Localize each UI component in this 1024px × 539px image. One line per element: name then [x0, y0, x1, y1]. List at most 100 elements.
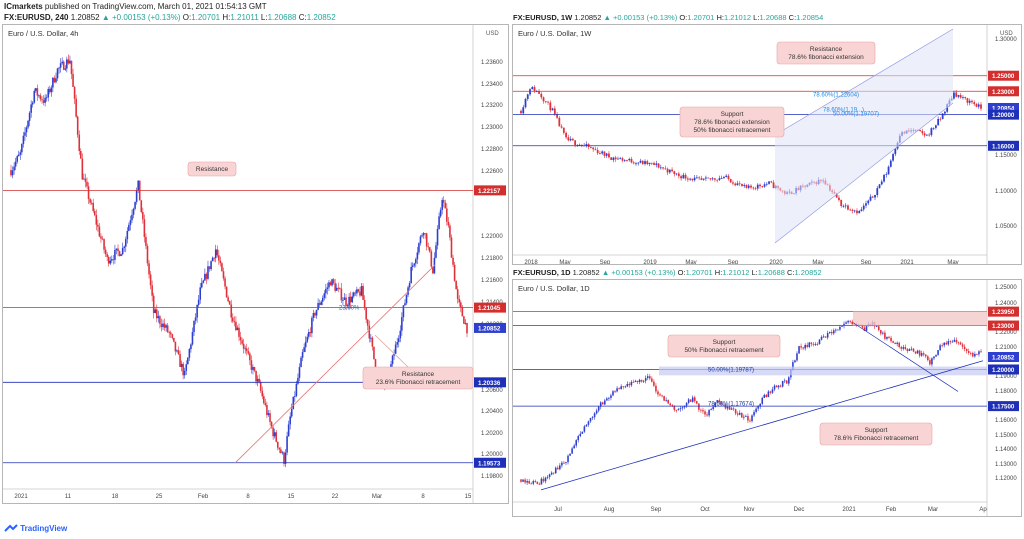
candle-body	[526, 94, 529, 99]
candle-body	[76, 116, 79, 135]
candle-body	[270, 421, 273, 428]
candle-body	[973, 102, 976, 105]
candle-body	[693, 177, 696, 181]
candle-body	[861, 324, 864, 328]
x-tick-label: 8	[421, 494, 425, 500]
candle-body	[573, 445, 575, 449]
candle-body	[959, 95, 962, 98]
candle-body	[977, 104, 980, 107]
x-tick-label: 25	[156, 494, 163, 500]
y-tick-label: 1.19000	[995, 374, 1017, 380]
x-tick-label: Mar	[928, 507, 938, 513]
candle-body	[908, 349, 911, 351]
y-tick-label: 1.25000	[995, 285, 1017, 291]
candle-body	[534, 481, 537, 482]
candle-body	[89, 199, 91, 203]
candle-body	[143, 219, 146, 238]
candle-body	[599, 402, 602, 407]
publisher-name[interactable]: ICmarkets	[4, 2, 43, 11]
candle-body	[630, 158, 633, 163]
candle-body	[273, 432, 276, 437]
fib-level-label: 78.60%(1.22604)	[813, 92, 859, 98]
last-price-weekly: 1.20852	[574, 13, 602, 22]
candle-body	[673, 406, 676, 410]
candle-body	[280, 449, 282, 454]
x-tick-label: Feb	[198, 494, 209, 500]
price-tag	[988, 352, 1019, 363]
candle-body	[916, 350, 919, 354]
candle-body	[667, 399, 669, 404]
regression-channel	[775, 29, 953, 243]
price-tag	[474, 322, 506, 333]
candle-body	[720, 178, 723, 179]
candle-body	[339, 287, 341, 289]
candle-body	[700, 178, 703, 180]
candle-body	[657, 163, 660, 168]
candle-body	[624, 386, 627, 388]
candle-body	[337, 287, 340, 289]
candle-body	[529, 89, 531, 95]
candle-body	[939, 345, 941, 351]
candle-body	[655, 385, 657, 392]
candle-body	[166, 325, 169, 333]
candle-body	[303, 347, 305, 353]
svg-text:Resistance: Resistance	[196, 166, 229, 173]
candle-body	[132, 208, 135, 215]
y-tick-label: 1.30000	[995, 37, 1017, 43]
candle-body	[706, 414, 708, 416]
candle-body	[422, 233, 425, 236]
chart-daily[interactable]: Euro / U.S. Dollar, 1D 1.25000 1.24000 1.22…	[512, 279, 1022, 517]
high-value: 1.21011	[230, 13, 259, 22]
candle-body	[444, 202, 447, 209]
candle-body	[579, 433, 582, 437]
tradingview-logo[interactable]: TradingView	[4, 524, 67, 533]
candle-body	[261, 390, 264, 397]
candle-body	[129, 220, 132, 225]
chart-4h[interactable]: Euro / U.S. Dollar, 4h USD 1.23600 1.23400 1…	[2, 24, 509, 504]
candle-body	[603, 151, 606, 156]
candle-body	[526, 481, 528, 483]
candle-body	[963, 346, 966, 349]
low-label-daily: L:	[751, 268, 758, 277]
candle-body	[359, 291, 361, 296]
open-value-weekly: 1.20701	[687, 13, 715, 22]
candle-body	[953, 339, 956, 342]
candle-body	[284, 452, 287, 464]
candle-body	[668, 169, 671, 173]
candle-body	[549, 102, 552, 111]
candle-body	[86, 181, 88, 187]
candle-body	[456, 289, 459, 299]
candle-body	[849, 209, 852, 211]
candle-body	[78, 134, 81, 152]
candle-body	[538, 91, 540, 94]
candle-body	[14, 161, 17, 167]
candle-body	[646, 376, 649, 379]
candle-body	[972, 352, 974, 357]
candle-body	[691, 178, 694, 181]
candle-body	[235, 321, 237, 331]
candle-body	[427, 246, 430, 248]
candle-body	[826, 333, 829, 338]
candle-body	[745, 184, 748, 188]
high-value-daily: 1.21012	[722, 268, 750, 277]
candle-body	[530, 483, 533, 485]
candle-body	[671, 169, 673, 172]
y-tick-label: 1.22800	[481, 147, 503, 153]
candle-body	[630, 381, 633, 386]
candle-body	[653, 163, 655, 165]
candle-body	[591, 417, 594, 419]
candle-body	[869, 196, 872, 201]
candle-body	[278, 447, 281, 450]
candle-body	[578, 144, 581, 146]
quote-line: FX:EURUSD, 240 1.20852 ▲ +0.00153 (+0.13…	[4, 13, 336, 22]
candle-body	[659, 167, 662, 169]
svg-text:Support: Support	[865, 427, 888, 434]
candle-body	[768, 181, 770, 184]
y-tick-label: 1.24000	[995, 301, 1017, 307]
candle-body	[160, 323, 163, 328]
candle-body	[225, 286, 228, 298]
candle-body	[19, 152, 22, 155]
candle-body	[648, 162, 651, 165]
low-label: L:	[260, 13, 268, 22]
